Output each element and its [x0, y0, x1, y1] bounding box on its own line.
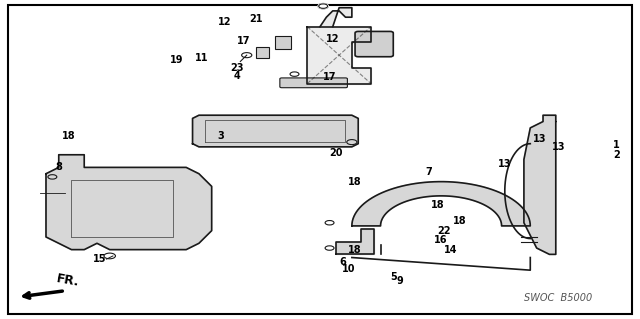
Polygon shape: [46, 155, 212, 250]
Text: 17: 17: [237, 36, 250, 46]
Text: 16: 16: [435, 235, 448, 245]
Polygon shape: [336, 229, 374, 254]
Text: 15: 15: [93, 254, 107, 264]
Bar: [275, 36, 291, 49]
Circle shape: [318, 4, 328, 9]
Text: 9: 9: [396, 276, 403, 286]
Polygon shape: [524, 115, 556, 254]
Text: 22: 22: [438, 226, 451, 236]
Text: 10: 10: [342, 263, 355, 274]
Text: 12: 12: [326, 34, 339, 44]
Text: 23: 23: [230, 63, 244, 73]
Bar: [256, 47, 269, 58]
Polygon shape: [193, 115, 358, 147]
Text: FR.: FR.: [56, 272, 81, 289]
Text: 17: 17: [323, 72, 336, 82]
Text: 3: 3: [218, 131, 225, 141]
FancyBboxPatch shape: [280, 78, 348, 88]
Text: 18: 18: [453, 216, 467, 226]
FancyBboxPatch shape: [355, 32, 394, 57]
Text: 14: 14: [444, 245, 458, 255]
Polygon shape: [307, 27, 371, 84]
Text: 18: 18: [61, 131, 75, 141]
Polygon shape: [352, 182, 531, 226]
Text: 5: 5: [390, 271, 397, 281]
Text: 13: 13: [533, 134, 547, 144]
Text: 2: 2: [613, 150, 620, 160]
Text: SWOC  B5000: SWOC B5000: [524, 293, 592, 303]
Circle shape: [318, 4, 328, 9]
Text: 1: 1: [613, 140, 620, 150]
Text: 11: 11: [195, 53, 209, 63]
Text: 18: 18: [431, 200, 445, 210]
Polygon shape: [320, 8, 352, 27]
Text: 13: 13: [552, 142, 566, 152]
Text: 20: 20: [329, 148, 342, 158]
Text: 12: 12: [218, 17, 231, 27]
Text: 21: 21: [250, 14, 263, 24]
Text: 6: 6: [339, 257, 346, 267]
Text: 4: 4: [234, 71, 241, 81]
Text: 7: 7: [425, 167, 432, 177]
Text: 19: 19: [170, 55, 184, 65]
Text: 18: 18: [348, 177, 362, 187]
Text: 18: 18: [348, 245, 362, 255]
Text: 13: 13: [498, 159, 511, 169]
Text: 8: 8: [55, 162, 62, 172]
